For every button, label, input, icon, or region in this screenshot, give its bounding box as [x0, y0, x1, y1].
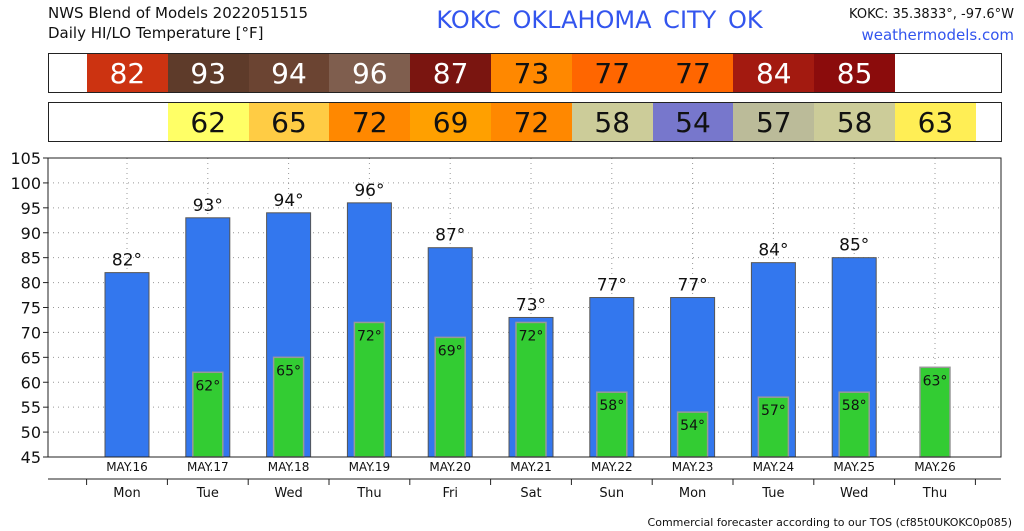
low-value-label: 65° [276, 363, 301, 379]
high-temp-strip: 82 93 94 96 87 73 77 77 84 85 [48, 53, 1002, 93]
high-temp-cell-7: 77 [652, 54, 734, 92]
station-coords: KOKC: 35.3833°, -97.6°W [849, 7, 1014, 22]
y-tick-label: 70 [21, 323, 41, 342]
high-temp-cell-3: 96 [329, 54, 411, 92]
high-bar [104, 272, 150, 458]
high-value-label: 94° [274, 191, 304, 211]
high-value-label: 73° [516, 295, 546, 315]
high-value-label: 84° [758, 241, 788, 261]
high-temp-cell-9: 85 [814, 54, 895, 92]
high-temp-cell-0: 82 [87, 54, 168, 92]
low-bar [838, 391, 870, 458]
x-date-label: MAY.24 [753, 460, 795, 474]
x-date-label: MAY.26 [914, 460, 956, 474]
low-value-label: 57° [761, 403, 786, 419]
low-temp-cell-8: 57 [733, 103, 815, 141]
high-temp-cell-2: 94 [248, 54, 330, 92]
y-tick-label: 80 [21, 274, 41, 293]
y-tick-label: 105 [10, 149, 41, 168]
y-tick-label: 75 [21, 299, 41, 318]
high-temp-cell-10 [895, 54, 976, 92]
footer-note: Commercial forecaster according to our T… [647, 516, 1012, 529]
low-bar [757, 396, 790, 458]
low-temp-strip: 62 65 72 69 72 58 54 57 58 63 [48, 102, 1002, 142]
y-tick-label: 100 [10, 174, 41, 193]
x-weekday-label: Thu [922, 486, 947, 501]
low-bar [353, 321, 386, 458]
low-temp-cell-4: 69 [410, 103, 491, 141]
low-temp-cell-5: 72 [491, 103, 572, 141]
high-value-label: 82° [112, 251, 142, 271]
low-temp-cell-1: 62 [167, 103, 249, 141]
high-value-label: 93° [193, 196, 223, 216]
header-right: KOKC: 35.3833°, -97.6°W weathermodels.co… [849, 5, 1014, 45]
x-weekday-label: Fri [442, 486, 458, 501]
x-weekday-label: Mon [679, 486, 706, 501]
x-date-label: MAY.18 [268, 460, 310, 474]
x-date-label: MAY.21 [510, 460, 552, 474]
y-tick-label: 95 [21, 199, 41, 218]
variable-label: Daily HI/LO Temperature [°F] [48, 24, 264, 42]
x-weekday-label: Mon [113, 486, 140, 501]
low-value-label: 69° [438, 343, 463, 359]
high-temp-cell-1: 93 [167, 54, 249, 92]
header-info: NWS Blend of Models 2022051515 Daily HI/… [48, 3, 308, 43]
y-tick-label: 50 [21, 423, 41, 442]
high-temp-cell-5: 73 [491, 54, 572, 92]
x-weekday-label: Sat [520, 486, 541, 501]
x-date-label: MAY.25 [833, 460, 875, 474]
x-weekday-label: Wed [274, 486, 302, 501]
low-value-label: 72° [519, 328, 544, 344]
high-temp-cell-4: 87 [410, 54, 491, 92]
y-tick-label: 55 [21, 398, 41, 417]
low-value-label: 54° [680, 418, 705, 434]
low-value-label: 58° [842, 398, 867, 414]
high-value-label: 96° [354, 181, 384, 201]
low-temp-cell-7: 54 [652, 103, 734, 141]
x-weekday-label: Wed [840, 486, 868, 501]
low-temp-cell-10: 63 [895, 103, 976, 141]
y-tick-label: 90 [21, 224, 41, 243]
low-temp-cell-2: 65 [248, 103, 330, 141]
x-date-label: MAY.20 [429, 460, 471, 474]
high-temp-cell-8: 84 [733, 54, 815, 92]
y-tick-label: 85 [21, 249, 41, 268]
y-tick-label: 60 [21, 373, 41, 392]
y-tick-label: 65 [21, 348, 41, 367]
site-link[interactable]: weathermodels.com [861, 26, 1014, 44]
high-value-label: 85° [839, 236, 869, 256]
low-value-label: 62° [195, 378, 220, 394]
x-date-label: MAY.19 [349, 460, 391, 474]
low-value-label: 58° [599, 398, 624, 414]
x-date-label: MAY.17 [187, 460, 229, 474]
low-value-label: 72° [357, 328, 382, 344]
x-date-label: MAY.23 [672, 460, 714, 474]
x-date-label: MAY.22 [591, 460, 633, 474]
high-value-label: 77° [597, 276, 627, 296]
low-temp-cell-9: 58 [814, 103, 895, 141]
low-temp-cell-6: 58 [571, 103, 653, 141]
low-value-label: 63° [923, 373, 948, 389]
x-weekday-label: Sun [599, 486, 624, 501]
x-weekday-label: Tue [761, 486, 784, 501]
x-weekday-label: Thu [356, 486, 381, 501]
low-bar [919, 366, 951, 458]
low-bar [596, 391, 628, 458]
high-value-label: 87° [435, 226, 465, 246]
x-weekday-label: Tue [196, 486, 219, 501]
high-temp-cell-6: 77 [571, 54, 653, 92]
low-temp-cell-3: 72 [329, 103, 411, 141]
y-tick-label: 45 [21, 448, 41, 467]
station-title: KOKC OKLAHOMA CITY OK [436, 6, 763, 34]
low-bar [272, 356, 305, 458]
low-temp-cell-0 [87, 103, 168, 141]
high-value-label: 77° [678, 276, 708, 296]
low-bar [434, 336, 466, 458]
model-run-label: NWS Blend of Models 2022051515 [48, 4, 309, 22]
x-date-label: MAY.16 [106, 460, 148, 474]
